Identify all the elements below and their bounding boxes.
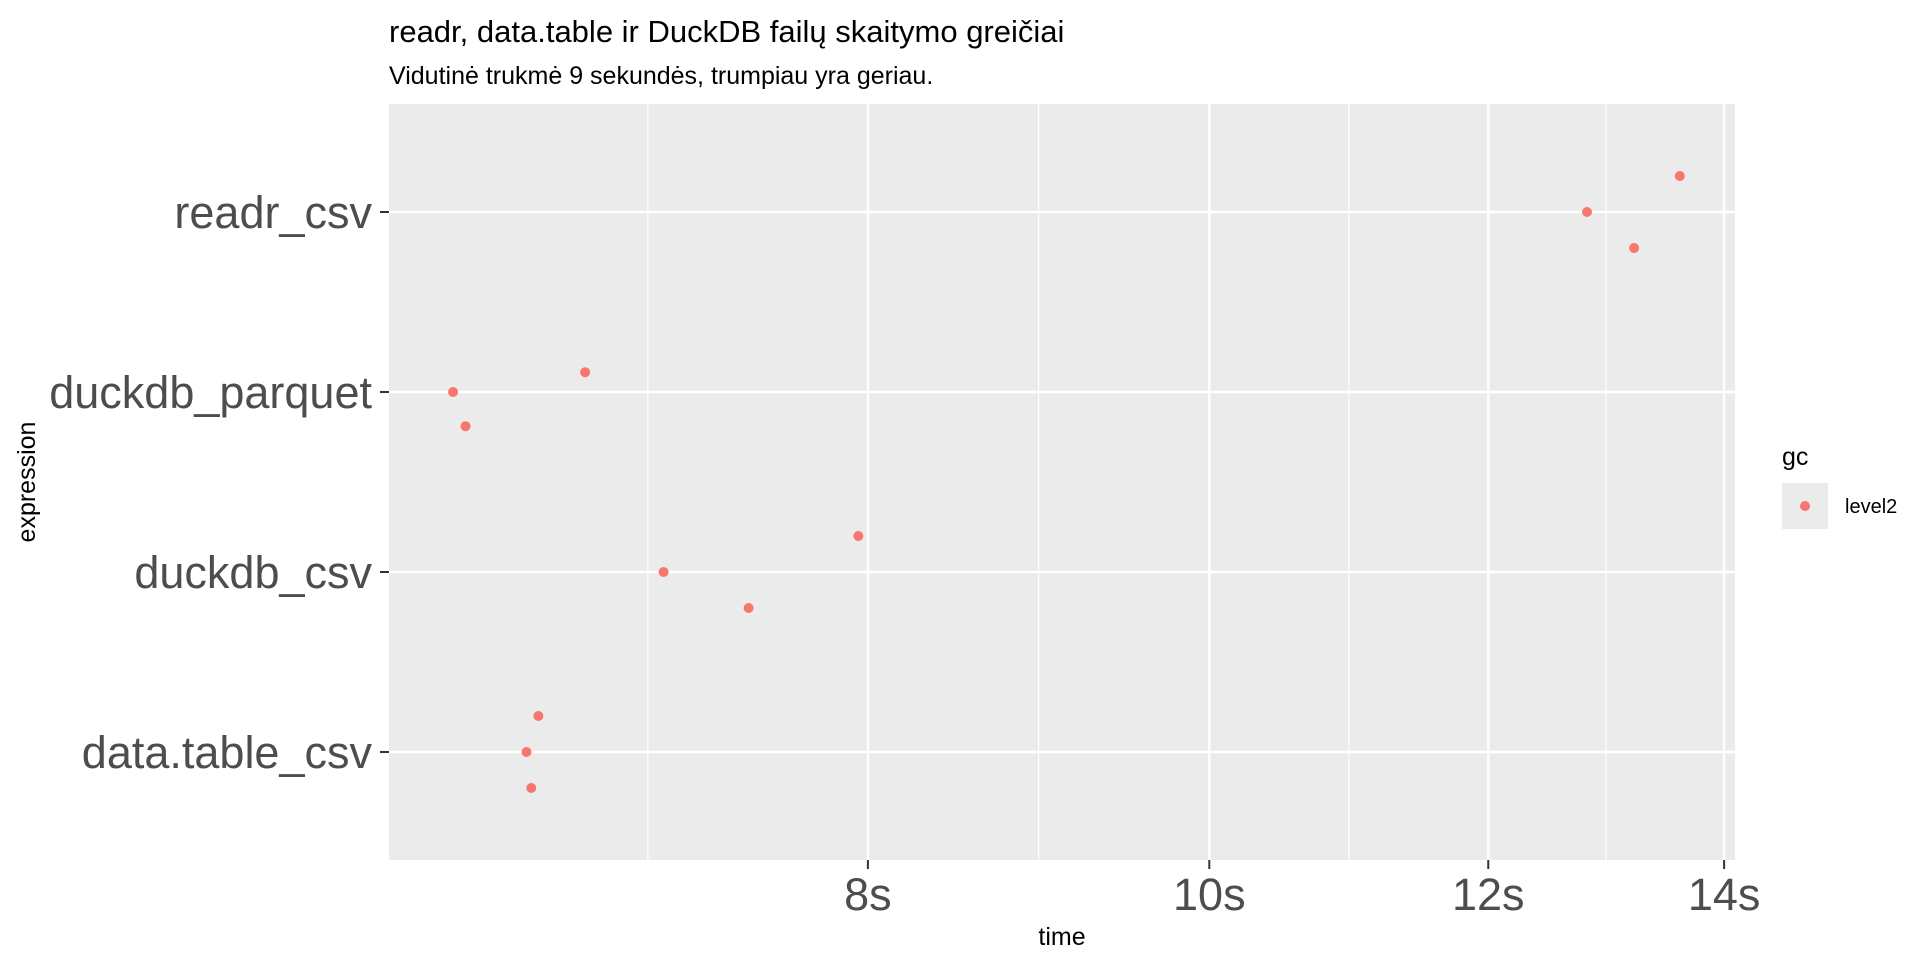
data-point [533, 711, 544, 721]
y-tick-label: readr_csv [174, 187, 372, 238]
legend-title: gc [1782, 443, 1808, 471]
data-point [580, 367, 591, 378]
x-tick-label: 8s [844, 869, 892, 920]
x-axis: 8s 10s 12s 14s [844, 860, 1760, 920]
legend: gc level2 [1782, 443, 1897, 529]
x-tick-label: 14s [1688, 869, 1761, 920]
data-point [460, 421, 471, 432]
data-point [521, 747, 532, 757]
chart-title: readr, data.table ir DuckDB failų skaity… [389, 14, 1064, 49]
plot-panel [389, 104, 1735, 860]
y-axis-title: expression [13, 422, 41, 543]
y-tick-label: duckdb_parquet [49, 367, 372, 418]
data-point [743, 603, 754, 613]
data-point [1582, 207, 1593, 217]
y-tick-label: data.table_csv [82, 727, 373, 778]
data-point [448, 387, 459, 397]
major-gridlines [389, 104, 1735, 860]
y-axis: data.table_csv duckdb_csv duckdb_parquet re… [49, 187, 389, 778]
x-axis-title: time [1038, 923, 1085, 951]
data-points [448, 171, 1685, 793]
x-tick-label: 10s [1173, 869, 1246, 920]
x-tick-label: 12s [1452, 869, 1525, 920]
data-point [1629, 243, 1640, 253]
data-point [853, 531, 864, 541]
data-point [526, 783, 537, 793]
chart-subtitle: Vidutinė trukmė 9 sekundės, trumpiau yra… [389, 62, 933, 90]
minor-gridlines [647, 104, 1607, 860]
data-point [1674, 171, 1685, 181]
legend-key-dot [1800, 501, 1810, 511]
legend-label-level2: level2 [1845, 496, 1897, 518]
y-tick-label: duckdb_csv [134, 547, 372, 598]
data-point [658, 567, 669, 577]
